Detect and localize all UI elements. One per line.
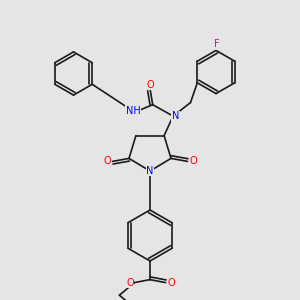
- Text: O: O: [167, 278, 175, 288]
- Text: O: O: [126, 278, 134, 288]
- Text: N: N: [172, 111, 179, 121]
- Text: NH: NH: [126, 106, 141, 116]
- Text: O: O: [103, 156, 111, 167]
- Text: O: O: [189, 156, 197, 167]
- Text: N: N: [146, 166, 154, 176]
- Text: F: F: [214, 39, 220, 50]
- Text: O: O: [146, 80, 154, 90]
